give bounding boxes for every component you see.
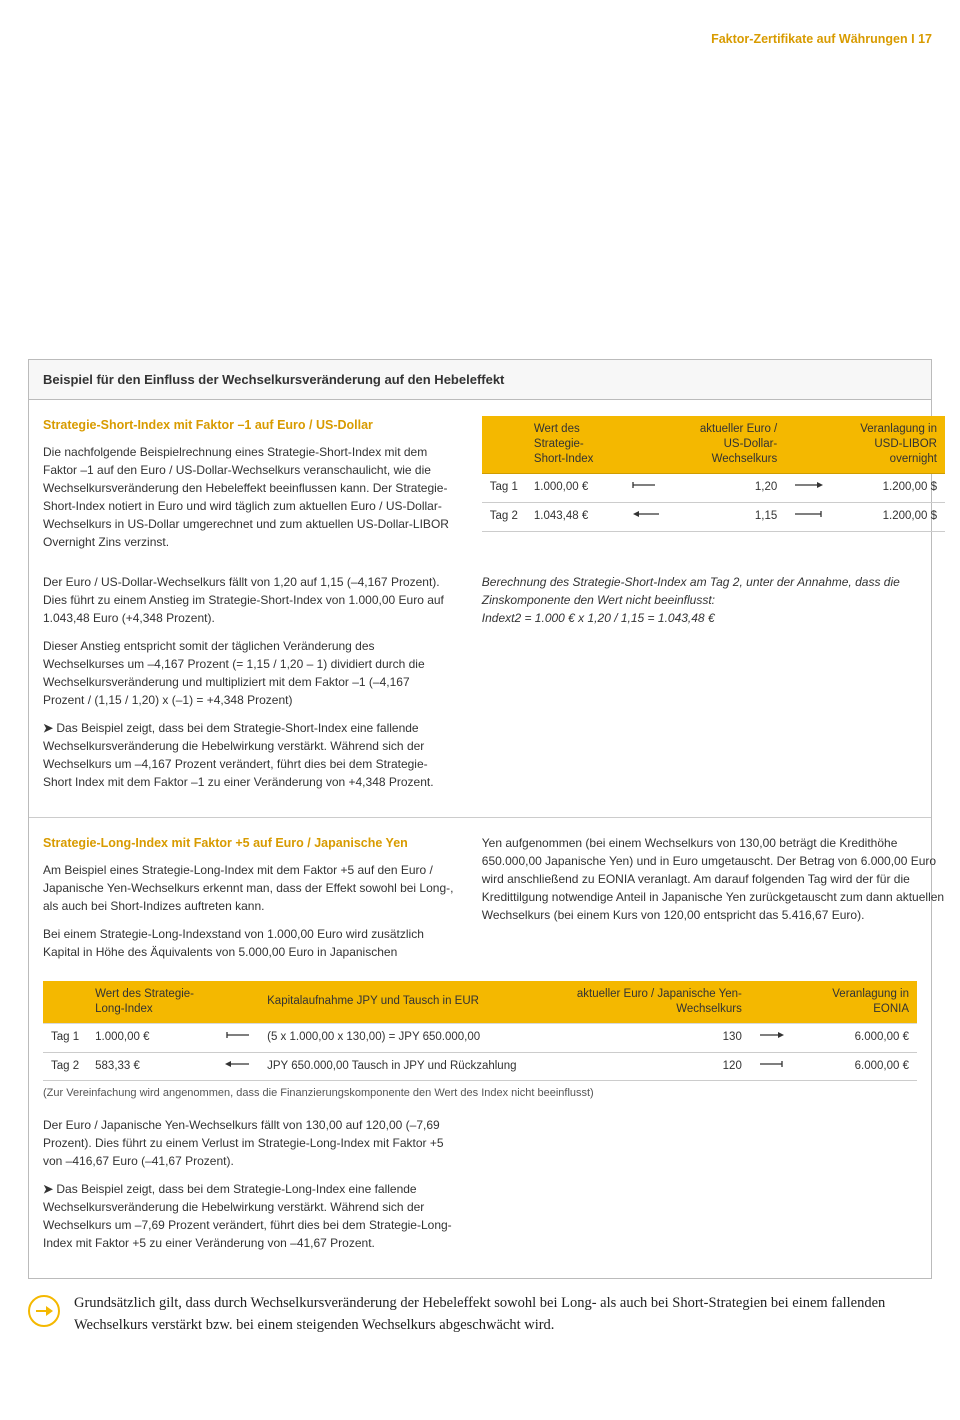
arrow-bar-icon — [793, 508, 823, 525]
page-header: Faktor-Zertifikate auf Währungen I 17 — [28, 30, 932, 49]
arrow-left-icon — [225, 1058, 251, 1075]
arrow-bar-icon — [758, 1058, 784, 1075]
s1-th-index: Wert des Strategie-Short-Index — [526, 416, 623, 473]
calc-note: Berechnung des Strategie-Short-Index am … — [482, 573, 945, 627]
section-divider — [29, 817, 931, 818]
s1-th-rate: aktueller Euro / US-Dollar-Wechselkurs — [669, 416, 785, 473]
s2-th-capital: Kapitalaufnahme JPY und Tausch in EUR — [259, 981, 524, 1023]
divider: I — [911, 32, 914, 46]
table-row: Tag 1 1.000,00 € (5 x 1.000,00 x 130,00)… — [43, 1023, 917, 1052]
example-box: Strategie-Short-Index mit Faktor –1 auf … — [28, 400, 932, 1279]
conclusion-callout: Grundsätzlich gilt, dass durch Wechselku… — [28, 1293, 932, 1337]
s2-th-index: Wert des Strategie-Long-Index — [87, 981, 217, 1023]
sec1-table: Wert des Strategie-Short-Index aktueller… — [482, 416, 945, 532]
sec2-heading: Strategie-Long-Index mit Faktor +5 auf E… — [43, 834, 454, 853]
sec1-heading: Strategie-Short-Index mit Faktor –1 auf … — [43, 416, 454, 435]
sec2-p2: Bei einem Strategie-Long-Indexstand von … — [43, 925, 454, 961]
box-title: Beispiel für den Einfluss der Wechselkur… — [28, 359, 932, 401]
calc-formula: Indext2 = 1.000 € x 1,20 / 1,15 = 1.043,… — [482, 611, 715, 625]
sec2-p1: Am Beispiel eines Strategie-Long-Index m… — [43, 861, 454, 915]
arrow-right-icon — [793, 479, 823, 496]
arrow-right-icon — [225, 1029, 251, 1046]
sec1-p1: Die nachfolgende Beispielrechnung eines … — [43, 443, 454, 551]
arrow-right-icon — [631, 479, 661, 496]
page-number: 17 — [918, 32, 932, 46]
table-row: Tag 2 1.043,48 € 1,15 1.200,00 $ — [482, 502, 945, 531]
sec1-p3: Dieser Anstieg entspricht somit der tägl… — [43, 637, 454, 709]
conclusion-text: Grundsätzlich gilt, dass durch Wechselku… — [74, 1293, 932, 1337]
s1-th-invest: Veranlagung in USD-LIBOR overnight — [831, 416, 945, 473]
table-row: Tag 2 583,33 € JPY 650.000,00 Tausch in … — [43, 1052, 917, 1081]
sec2-table: Wert des Strategie-Long-Index Kapitalauf… — [43, 981, 917, 1082]
arrow-right-icon — [758, 1029, 784, 1046]
arrow-icon: ➤ — [43, 721, 56, 735]
sec2-p-right: Yen aufgenommen (bei einem Wechselkurs v… — [482, 834, 945, 924]
table-row: Tag 1 1.000,00 € 1,20 1.200,00 $ — [482, 474, 945, 503]
sec2-p3: Der Euro / Japanische Yen-Wechselkurs fä… — [43, 1116, 463, 1170]
section-title: Faktor-Zertifikate auf Währungen — [711, 32, 908, 46]
s2-th-invest: Veranlagung in EONIA — [792, 981, 917, 1023]
arrow-icon: ➤ — [43, 1182, 56, 1196]
sec2-p4: ➤ Das Beispiel zeigt, dass bei dem Strat… — [43, 1180, 463, 1252]
sec2-footnote: (Zur Vereinfachung wird angenommen, dass… — [43, 1085, 917, 1102]
sec1-p2: Der Euro / US-Dollar-Wechselkurs fällt v… — [43, 573, 454, 627]
s2-th-rate: aktueller Euro / Japanische Yen-Wechselk… — [525, 981, 750, 1023]
arrow-left-icon — [631, 508, 661, 525]
sec1-p4: ➤ Das Beispiel zeigt, dass bei dem Strat… — [43, 719, 454, 791]
conclusion-arrow-icon — [28, 1295, 60, 1327]
